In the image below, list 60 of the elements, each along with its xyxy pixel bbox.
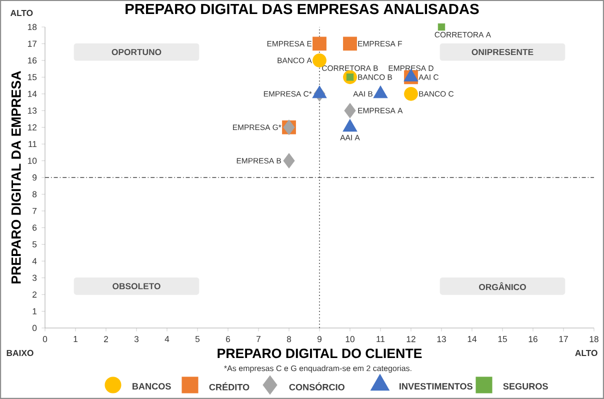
- legend-label: SEGUROS: [503, 383, 548, 390]
- chart-title: PREPARO DIGITAL DAS EMPRESAS ANALISADAS: [126, 4, 479, 14]
- point: [344, 103, 356, 118]
- text: *As empresas C e G enquadram-se em 2 categorias.: [224, 365, 412, 373]
- point: [283, 153, 295, 168]
- x-tick-label: 9: [317, 336, 322, 342]
- annotation: OPORTUNO: [112, 49, 162, 56]
- y-tick-label: 4: [32, 258, 37, 264]
- x-tick-label: 11: [376, 336, 385, 342]
- legend-label: CRÉDITO: [209, 382, 250, 390]
- x-tick-label: 1: [74, 336, 78, 342]
- y-tick-label: 3: [32, 274, 37, 281]
- x-tick-label: 12: [406, 336, 416, 342]
- y-tick-label: 13: [28, 108, 37, 114]
- y-tick-label: 1: [32, 308, 37, 314]
- y-tick-label: 8: [32, 191, 37, 198]
- annotation: ONIPRESENTE: [472, 49, 534, 56]
- x-tick-label: 2: [104, 336, 108, 342]
- y-tick-label: 15: [28, 74, 37, 80]
- legend-label: BANCOS: [132, 383, 171, 390]
- annotation: OBSOLETO: [112, 283, 160, 290]
- text: ALTO: [10, 10, 33, 16]
- x-axis-title: PREPARO DIGITAL DO CLIENTE: [218, 348, 422, 358]
- y-tick-label: 14: [28, 90, 37, 97]
- x-tick-label: 18: [590, 336, 598, 342]
- point: [343, 36, 357, 51]
- x-tick-label: 14: [468, 336, 477, 342]
- point: [438, 23, 446, 31]
- x-tick-label: 3: [134, 336, 139, 342]
- y-tick-label: 5: [32, 241, 37, 248]
- y-tick-label: 11: [28, 141, 37, 148]
- annotation: ORGÂNICO: [479, 282, 526, 290]
- y-tick-label: 2: [32, 292, 37, 298]
- x-tick-label: 13: [437, 336, 446, 342]
- y-axis-title: PREPARO DIGITAL DA EMPRESA: [11, 71, 21, 284]
- text: ALTO: [575, 350, 598, 356]
- x-tick-label: 8: [286, 336, 292, 342]
- y-tick-label: 0: [32, 324, 37, 332]
- y-tick-label: 10: [28, 158, 37, 164]
- y-tick-label: 6: [32, 224, 37, 231]
- point: [312, 36, 326, 51]
- x-tick-label: 10: [346, 336, 354, 342]
- x-tick-label: 16: [528, 336, 538, 342]
- x-tick-label: 6: [226, 336, 230, 342]
- x-tick-label: 5: [195, 336, 200, 342]
- point: [404, 86, 418, 101]
- y-tick-label: 17: [28, 40, 37, 47]
- legend-label: CONSÓRCIO: [289, 382, 344, 390]
- x-tick-label: 0: [42, 336, 48, 342]
- x-tick-label: 15: [498, 336, 507, 342]
- y-tick-label: 18: [28, 24, 37, 30]
- x-tick-label: 4: [164, 336, 170, 342]
- legend-label: INVESTIMENTOS: [400, 383, 472, 390]
- text: BAIXO: [6, 350, 34, 356]
- y-tick-label: 9: [32, 174, 37, 181]
- y-tick-label: 7: [32, 208, 37, 214]
- y-tick-label: 16: [28, 57, 37, 64]
- x-tick-label: 7: [256, 336, 260, 342]
- x-tick-label: 17: [559, 336, 568, 342]
- y-tick-label: 12: [28, 124, 37, 130]
